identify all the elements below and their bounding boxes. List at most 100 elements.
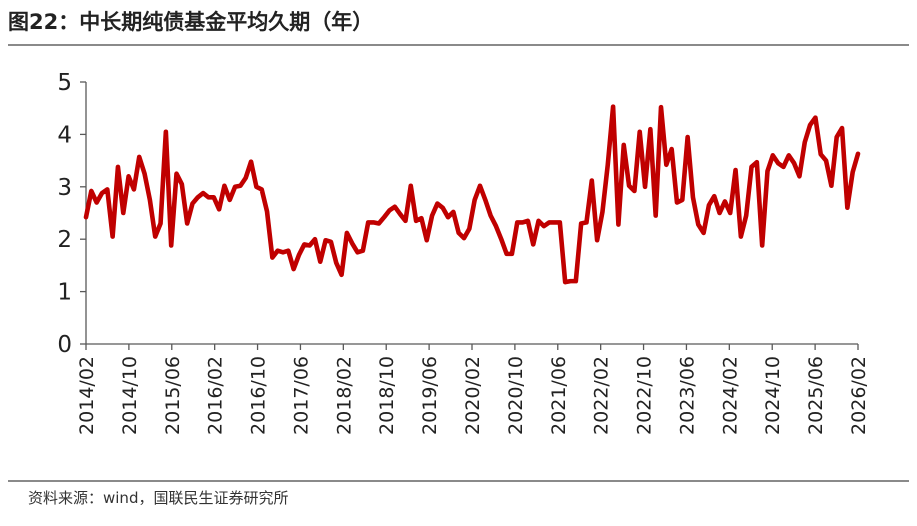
data-point xyxy=(494,224,498,228)
data-point xyxy=(579,221,583,226)
data-point xyxy=(180,182,184,186)
data-point xyxy=(382,215,386,219)
data-point xyxy=(398,212,402,216)
data-point xyxy=(217,207,221,212)
x-tick-label: 2014/02 xyxy=(76,356,98,435)
data-point xyxy=(291,267,296,271)
data-point xyxy=(584,220,589,225)
data-point xyxy=(643,185,647,189)
data-point xyxy=(563,280,567,284)
data-point xyxy=(196,195,200,200)
data-point xyxy=(616,222,621,227)
data-point xyxy=(600,210,605,214)
data-point xyxy=(105,187,110,192)
x-tick-label: 2024/02 xyxy=(719,356,741,435)
data-point xyxy=(222,183,227,188)
data-point xyxy=(297,253,301,257)
data-point xyxy=(786,153,791,158)
chart-title: 图22：中长期纯债基金平均久期（年） xyxy=(8,10,374,34)
data-point xyxy=(132,187,136,192)
source-note: 资料来源：wind，国联民生证券研究所 xyxy=(28,489,289,507)
data-point xyxy=(856,151,860,156)
data-point xyxy=(126,174,131,179)
data-point xyxy=(845,205,850,210)
tick-labels: 0 1 2 3 4 5 2014/02 2014/10 2015/06 2016/02 2016/1… xyxy=(57,70,870,435)
data-point xyxy=(542,224,546,228)
x-tick-label: 2018/02 xyxy=(333,356,355,435)
data-point xyxy=(89,189,94,193)
data-point xyxy=(664,162,669,167)
data-point xyxy=(685,135,690,139)
data-point xyxy=(813,115,818,120)
data-point xyxy=(403,219,408,223)
data-point xyxy=(174,171,179,176)
data-point xyxy=(302,242,307,247)
data-point xyxy=(707,203,711,207)
data-point xyxy=(536,219,541,223)
data-point xyxy=(94,200,99,205)
data-point xyxy=(574,279,578,283)
data-point xyxy=(818,152,823,157)
data-point xyxy=(211,195,216,200)
data-point xyxy=(275,248,280,253)
data-point xyxy=(771,153,775,158)
title-divider xyxy=(8,44,909,46)
data-point xyxy=(488,213,493,218)
data-point xyxy=(765,169,770,173)
data-point xyxy=(792,161,796,166)
data-point xyxy=(478,183,482,188)
data-point xyxy=(249,159,253,164)
data-point xyxy=(116,165,120,169)
data-point xyxy=(739,234,743,239)
data-point xyxy=(717,211,722,215)
data-point xyxy=(345,231,349,235)
x-tick-label: 2016/10 xyxy=(248,356,270,435)
data-point xyxy=(366,220,370,225)
source-divider xyxy=(8,480,909,482)
data-point xyxy=(259,187,264,192)
data-point xyxy=(483,198,488,202)
data-point xyxy=(137,155,142,159)
data-point xyxy=(691,195,695,200)
x-tick-label: 2025/06 xyxy=(805,356,827,435)
data-point xyxy=(424,238,429,243)
data-point xyxy=(313,237,317,241)
series-layer xyxy=(83,104,861,285)
data-point xyxy=(637,129,642,134)
data-point xyxy=(605,162,610,167)
line-chart: 0 1 2 3 4 5 2014/02 2014/10 2015/06 2016/02 2016/1… xyxy=(57,70,870,435)
y-tick-label: 0 xyxy=(57,332,72,358)
data-point xyxy=(334,260,339,265)
data-point xyxy=(749,165,754,169)
data-point xyxy=(531,242,536,247)
data-point xyxy=(233,185,237,189)
data-point xyxy=(377,221,381,226)
data-point xyxy=(627,183,631,188)
data-point xyxy=(307,243,312,248)
data-point xyxy=(659,105,663,109)
data-point xyxy=(185,221,189,226)
data-point xyxy=(451,210,456,214)
data-point xyxy=(829,183,834,188)
data-point xyxy=(265,209,269,214)
data-point xyxy=(270,255,275,260)
data-point xyxy=(440,205,445,210)
data-point xyxy=(558,220,562,225)
x-tick-label: 2016/02 xyxy=(205,356,227,435)
x-tick-label: 2020/10 xyxy=(505,356,527,435)
data-point xyxy=(355,250,360,255)
data-point xyxy=(504,252,509,256)
x-tick-label: 2020/02 xyxy=(462,356,484,435)
x-tick-label: 2015/06 xyxy=(162,356,184,435)
y-tick-label: 3 xyxy=(57,175,72,201)
data-point xyxy=(153,234,158,239)
y-tick-label: 5 xyxy=(57,70,72,96)
data-point xyxy=(435,201,440,206)
data-point xyxy=(190,201,195,206)
data-point xyxy=(371,220,376,225)
data-point xyxy=(802,140,807,145)
x-tick-label: 2018/10 xyxy=(376,356,398,435)
data-point xyxy=(281,250,285,255)
data-point xyxy=(121,211,126,215)
data-point xyxy=(393,204,397,209)
